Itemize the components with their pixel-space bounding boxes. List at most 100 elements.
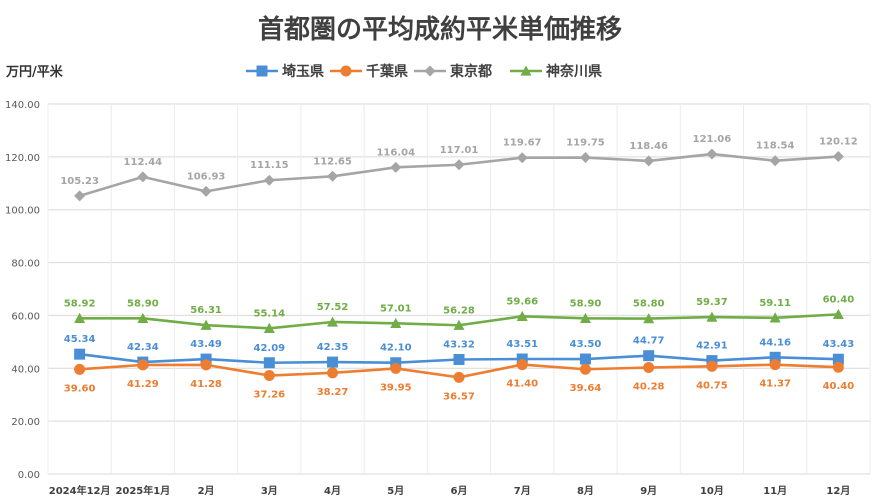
data-point: [74, 312, 86, 323]
data-label: 59.66: [506, 296, 538, 307]
data-point: [516, 152, 528, 164]
data-label: 36.57: [443, 391, 475, 402]
x-tick-label: 2025年1月: [115, 484, 170, 497]
data-label: 106.93: [187, 171, 226, 182]
data-point: [579, 312, 591, 324]
data-point: [327, 316, 339, 327]
data-point: [200, 359, 212, 371]
legend-item: 埼玉県: [246, 63, 324, 80]
data-point: [516, 359, 528, 371]
data-label: 116.04: [376, 147, 415, 158]
data-point: [832, 361, 844, 373]
y-tick-label: 40.00: [11, 364, 40, 375]
data-point: [706, 355, 718, 367]
data-label: 41.40: [506, 379, 538, 390]
legend-item: 神奈川県: [510, 63, 602, 80]
data-point: [643, 155, 655, 167]
x-tick-label: 2月: [198, 485, 215, 497]
data-label: 41.28: [190, 379, 222, 390]
data-label: 112.65: [313, 156, 352, 167]
legend-marker: [424, 65, 436, 77]
data-label: 58.90: [127, 298, 159, 309]
data-point: [453, 354, 465, 366]
x-tick-label: 5月: [387, 485, 404, 497]
data-point: [706, 148, 718, 160]
data-label: 117.01: [440, 145, 479, 156]
data-point: [832, 151, 844, 163]
x-tick-label: 10月: [700, 485, 724, 497]
data-point: [200, 353, 212, 365]
y-tick-label: 140.00: [5, 100, 40, 111]
data-label: 59.37: [696, 297, 728, 308]
data-point: [453, 319, 465, 330]
data-label: 105.23: [60, 176, 99, 187]
data-point: [74, 348, 86, 360]
data-label: 40.75: [696, 380, 728, 391]
data-point: [769, 351, 781, 363]
data-point: [327, 170, 339, 182]
data-label: 39.60: [64, 383, 96, 394]
data-label: 120.12: [819, 137, 858, 148]
data-point: [453, 159, 465, 171]
data-label: 43.49: [190, 339, 222, 350]
data-label: 45.34: [64, 334, 96, 345]
legend: 埼玉県 千葉県 東京都 神奈川県: [246, 63, 602, 80]
data-label: 40.28: [633, 382, 665, 393]
data-label: 42.10: [380, 343, 412, 354]
chart-title: 首都圏の平均成約平米単価推移: [258, 14, 622, 45]
x-tick-label: 8月: [577, 485, 594, 497]
data-point: [137, 359, 149, 371]
y-axis-label: 万円/平米: [5, 64, 64, 80]
data-label: 42.34: [127, 342, 159, 353]
data-point: [769, 155, 781, 167]
data-point: [263, 322, 275, 333]
y-tick-label: 0.00: [18, 470, 40, 481]
data-point: [263, 370, 275, 382]
data-label: 59.11: [759, 298, 791, 309]
legend-marker: [340, 65, 352, 77]
data-label: 42.91: [696, 341, 728, 352]
x-tick-label: 9月: [640, 485, 657, 497]
data-point: [769, 359, 781, 371]
y-tick-label: 60.00: [11, 311, 40, 322]
data-labels: 45.34 42.34 43.49 42.09 42.35 42.10 43.32 43.51…: [60, 134, 857, 402]
x-tick-label: 6月: [451, 485, 468, 497]
data-label: 39.95: [380, 382, 412, 393]
series-lines: [74, 148, 844, 383]
y-tick-label: 20.00: [11, 417, 40, 428]
data-point: [74, 363, 86, 375]
data-point: [390, 161, 402, 173]
data-point: [643, 362, 655, 374]
data-point: [390, 317, 402, 329]
data-point: [643, 350, 655, 362]
data-label: 112.44: [124, 157, 163, 168]
data-label: 42.09: [253, 343, 285, 354]
data-point: [832, 353, 844, 365]
data-label: 119.67: [503, 138, 542, 149]
data-label: 57.01: [380, 303, 412, 314]
legend-label: 東京都: [450, 63, 492, 80]
data-point: [832, 308, 844, 320]
x-tick-label: 4月: [324, 485, 341, 497]
data-point: [137, 312, 149, 324]
data-label: 57.52: [317, 302, 349, 313]
data-label: 40.40: [823, 381, 855, 392]
data-point: [390, 357, 402, 369]
data-point: [327, 367, 339, 379]
y-tick-label: 100.00: [5, 206, 40, 217]
legend-item: 東京都: [414, 63, 492, 80]
legend-marker: [256, 65, 268, 77]
data-point: [200, 319, 212, 330]
data-label: 56.31: [190, 305, 222, 316]
data-label: 118.46: [629, 141, 668, 152]
data-point: [263, 174, 275, 186]
x-tick-label: 11月: [763, 485, 787, 497]
legend-marker: [520, 65, 532, 76]
data-label: 55.14: [253, 308, 285, 319]
data-label: 43.50: [570, 339, 602, 350]
data-label: 39.64: [570, 383, 602, 394]
data-point: [706, 311, 718, 322]
x-tick-label: 3月: [261, 485, 278, 497]
data-point: [263, 357, 275, 369]
